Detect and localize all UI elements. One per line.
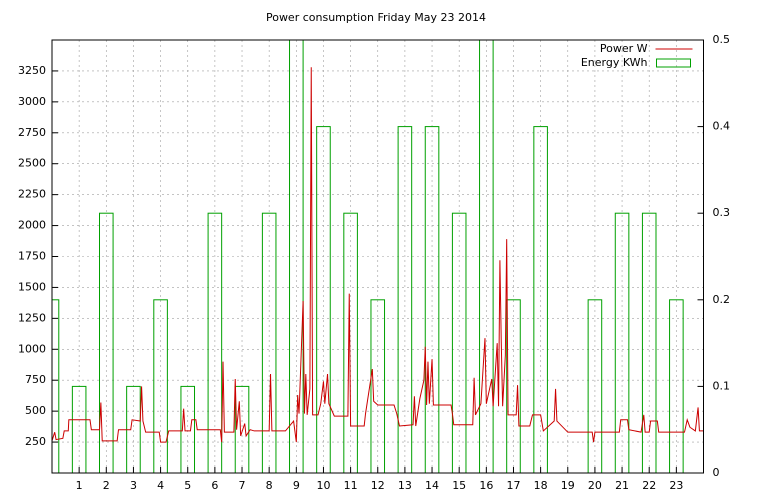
- y2-tick-label: 0.5: [713, 33, 731, 46]
- y-tick-label: 2500: [18, 157, 46, 170]
- y-tick-label: 3250: [18, 64, 46, 77]
- y-tick-label: 2250: [18, 188, 46, 201]
- power-line: [52, 67, 704, 443]
- chart-title: Power consumption Friday May 23 2014: [266, 11, 486, 24]
- energy-bar: [641, 212, 657, 473]
- y2-tick-label: 0.1: [713, 379, 731, 392]
- x-tick-label: 4: [157, 479, 164, 492]
- x-tick-label: 18: [534, 479, 548, 492]
- energy-bar: [614, 212, 630, 473]
- y2-tick-label: 0.3: [713, 206, 731, 219]
- x-tick-label: 14: [425, 479, 439, 492]
- y-tick-label: 1750: [18, 250, 46, 263]
- x-tick-label: 10: [316, 479, 330, 492]
- y-tick-label: 750: [25, 373, 46, 386]
- x-tick-label: 5: [184, 479, 191, 492]
- x-tick-label: 15: [452, 479, 466, 492]
- x-tick-label: 1: [76, 479, 83, 492]
- y-tick-label: 250: [25, 435, 46, 448]
- legend-label: Energy KWh: [581, 56, 648, 69]
- energy-bar: [479, 40, 494, 473]
- x-tick-label: 20: [588, 479, 602, 492]
- energy-bar: [343, 212, 358, 473]
- x-tick-label: 22: [642, 479, 656, 492]
- y-tick-label: 1250: [18, 311, 46, 324]
- y2-tick-label: 0.4: [713, 120, 731, 133]
- plot-area: [52, 40, 704, 473]
- legend-label: Power W: [600, 42, 648, 55]
- y-tick-label: 2750: [18, 126, 46, 139]
- x-tick-label: 2: [103, 479, 110, 492]
- legend-swatch: [656, 58, 691, 68]
- x-tick-label: 17: [506, 479, 520, 492]
- y-tick-label: 500: [25, 404, 46, 417]
- x-tick-label: 23: [669, 479, 683, 492]
- x-tick-label: 21: [615, 479, 629, 492]
- y2-tick-label: 0: [713, 466, 720, 479]
- energy-bar: [207, 212, 223, 473]
- x-tick-label: 11: [344, 479, 358, 492]
- energy-bar: [451, 212, 467, 473]
- x-tick-label: 3: [130, 479, 137, 492]
- energy-bar: [52, 299, 60, 473]
- y-tick-label: 1000: [18, 342, 46, 355]
- x-tick-label: 13: [398, 479, 412, 492]
- y2-tick-label: 0.2: [713, 293, 731, 306]
- x-tick-label: 8: [266, 479, 273, 492]
- y-tick-label: 1500: [18, 280, 46, 293]
- x-tick-label: 7: [239, 479, 246, 492]
- energy-bar: [289, 40, 304, 473]
- x-tick-label: 19: [561, 479, 575, 492]
- x-tick-label: 16: [479, 479, 493, 492]
- y-tick-label: 2000: [18, 219, 46, 232]
- x-tick-label: 12: [371, 479, 385, 492]
- y-tick-label: 3000: [18, 95, 46, 108]
- energy-bar: [261, 212, 277, 473]
- x-tick-label: 6: [211, 479, 218, 492]
- grid: [52, 40, 704, 473]
- x-tick-label: 9: [293, 479, 300, 492]
- labels: 2505007501000125015001750200022502500275…: [18, 33, 730, 492]
